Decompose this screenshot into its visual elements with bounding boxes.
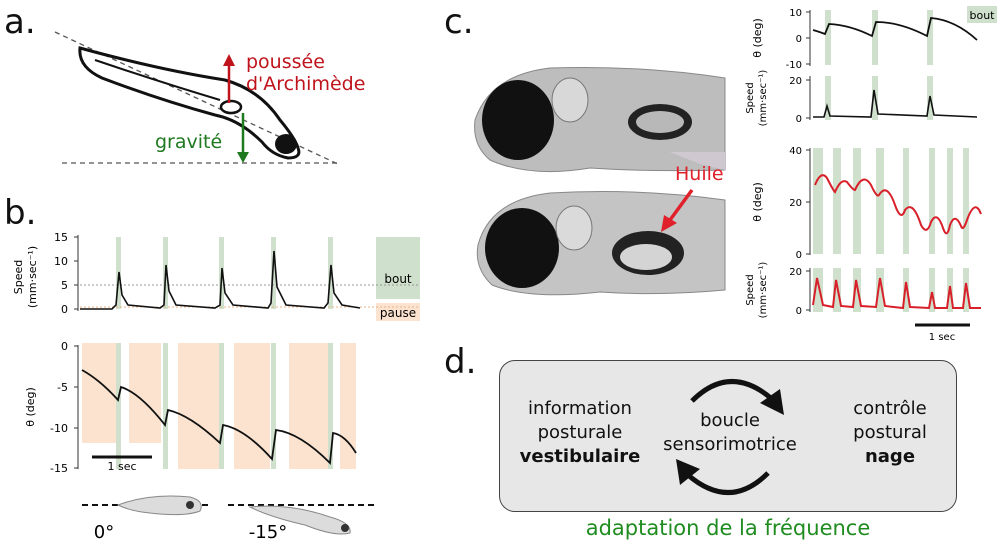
left-line-1: information: [528, 398, 632, 419]
pose-0-fish: [116, 495, 202, 516]
gravity-arrow-head: [237, 152, 249, 163]
left-line-2: posturale: [537, 422, 623, 443]
c-top-speed-title-2: (mm·sec⁻¹): [758, 70, 769, 127]
c-bottom-angle-chart: 40 20 0 θ (deg): [751, 146, 982, 261]
c-bottom-speed-title-1: Speed: [745, 274, 756, 305]
c-top-angle-tick-10: 10: [789, 8, 802, 19]
c-bottom-angle-title: θ (deg): [751, 182, 764, 222]
center-line-2: sensorimotrice: [663, 434, 797, 455]
gravity-label: gravité: [155, 131, 222, 153]
panel-a-letter: a.: [4, 2, 36, 42]
right-line-2: postural: [853, 422, 927, 443]
cycle-arrow-bottom-head: [676, 459, 700, 485]
center-line-1: boucle: [700, 410, 760, 431]
c-bout-box: [967, 6, 997, 23]
c-top-speed-title-1: Speed: [745, 82, 756, 113]
right-line-3: nage: [864, 446, 916, 467]
micrograph-bottom: [476, 191, 726, 296]
oil-arrow-head: [661, 215, 677, 232]
pose-label-0: 0°: [94, 522, 114, 543]
adaptation-caption: adaptation de la fréquence: [585, 516, 871, 540]
angle-tick-15: -15: [50, 462, 68, 475]
b-speed-chart: bout pause 15 10 5 0 Speed (mm·sec⁻¹): [12, 231, 420, 321]
b-scale-label: 1 sec: [107, 460, 136, 473]
micrograph-top: [474, 66, 726, 173]
c-top-angle-tick-m10: -10: [786, 60, 802, 71]
angle-tick-5: -5: [57, 381, 68, 394]
c-top-speed-tick-0: 0: [796, 114, 802, 125]
pose-label-15: -15°: [249, 522, 287, 543]
speed-axis-title-2: (mm·sec⁻¹): [26, 246, 39, 308]
pause-label: pause: [380, 306, 416, 320]
panel-c-letter: c.: [444, 2, 474, 42]
c-bout-label: bout: [970, 9, 996, 22]
c-bottom-angle-tick-40: 40: [789, 146, 802, 157]
c-top-speed-chart: 20 0 Speed (mm·sec⁻¹): [745, 70, 978, 127]
cycle-arrows: [676, 379, 784, 495]
speed-tick-0: 0: [61, 303, 68, 316]
left-line-3: vestibulaire: [519, 446, 641, 467]
c-bottom-speed-tick-0: 0: [796, 306, 802, 317]
c-scale-label: 1 sec: [929, 332, 955, 343]
oil-arrow: [668, 188, 694, 222]
panel-b-charts: bout pause 15 10 5 0 Speed (mm·sec⁻¹): [12, 231, 420, 543]
larva-outline: [78, 46, 301, 160]
angle-trace: [81, 369, 357, 465]
panel-d-letter: d.: [444, 342, 477, 382]
panel-b-letter: b.: [4, 193, 37, 233]
c-top-angle-title: θ (deg): [751, 18, 764, 58]
pose-15-fish: [248, 505, 351, 535]
speed-tick-15: 15: [54, 231, 68, 244]
c-bottom-angle-tick-20: 20: [789, 198, 802, 209]
bout-legend-box: [376, 237, 420, 299]
cycle-arrow-bottom: [686, 471, 770, 495]
b-angle-chart: 0 -5 -10 -15 θ (deg) 1 sec: [24, 340, 357, 475]
panel-c-micrographs: Huile: [474, 66, 726, 296]
center-text-block: boucle sensorimotrice: [660, 409, 800, 457]
c-top-angle-tick-0: 0: [796, 34, 802, 45]
angle-tick-0: 0: [61, 340, 68, 353]
c-top-angle-trace: [812, 17, 978, 41]
panel-a-diagram: poussée d'Archimède gravité: [54, 31, 365, 166]
bottom-eye: [485, 208, 559, 288]
angle-axis-title: θ (deg): [24, 387, 37, 427]
b-pose-illustrations: 0° -15°: [82, 495, 375, 543]
c-top-angle-chart: bout 10 0 -10 θ (deg): [751, 6, 997, 71]
buoyancy-label-1: poussée: [246, 51, 325, 73]
swim-bladder: [219, 99, 243, 115]
c-top-speed-trace: [813, 89, 978, 118]
speed-trace: [80, 250, 361, 310]
larva-eye: [275, 134, 297, 154]
angle-tick-10: -10: [50, 422, 68, 435]
c-bottom-speed-tick-20: 20: [789, 267, 802, 278]
cycle-box: information posturale vestibulaire boucl…: [499, 360, 957, 512]
oil-label: Huile: [675, 163, 724, 185]
c-bottom-angle-trace: [814, 174, 982, 235]
bout-label: bout: [384, 272, 412, 286]
left-text-block: information posturale vestibulaire: [500, 397, 660, 469]
panel-c-charts: bout 10 0 -10 θ (deg) 20 0 Speed (mm·sec…: [745, 6, 997, 343]
right-text-block: contrôle postural nage: [828, 397, 952, 469]
buoyancy-arrow-head: [223, 54, 235, 66]
c-bottom-speed-trace: [812, 277, 981, 310]
right-line-1: contrôle: [853, 398, 927, 419]
speed-axis-title-1: Speed: [12, 260, 25, 294]
top-eye: [482, 80, 554, 160]
speed-tick-5: 5: [61, 279, 68, 292]
c-bottom-angle-tick-0: 0: [796, 250, 802, 261]
cycle-arrow-top-head: [760, 389, 784, 415]
cycle-arrow-top: [690, 379, 774, 403]
larva-notochord: [94, 59, 221, 101]
c-bottom-speed-chart: 20 0 Speed (mm·sec⁻¹) 1 sec: [745, 262, 981, 343]
buoyancy-label-2: d'Archimède: [246, 73, 365, 95]
speed-tick-10: 10: [54, 255, 68, 268]
c-bottom-speed-title-2: (mm·sec⁻¹): [758, 262, 769, 319]
c-top-speed-tick-20: 20: [789, 76, 802, 87]
